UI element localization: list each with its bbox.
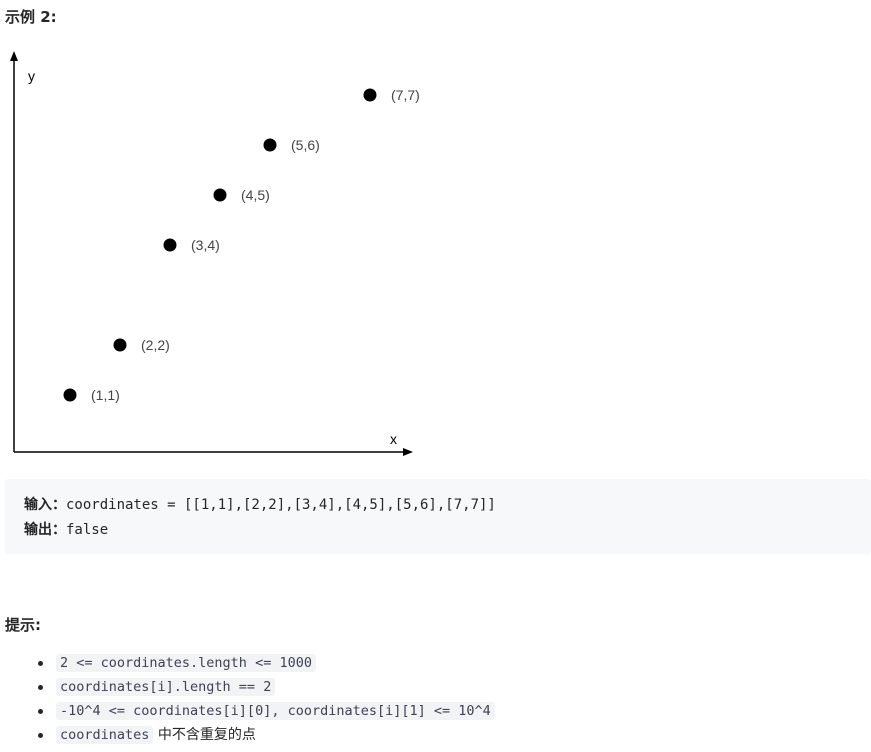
input-line: 输入：coordinates = [[1,1],[2,2],[3,4],[4,5… bbox=[24, 493, 871, 518]
y-axis bbox=[10, 51, 18, 452]
hint-code: coordinates[i].length == 2 bbox=[56, 678, 276, 696]
output-line: 输出：false bbox=[24, 518, 871, 543]
data-point bbox=[163, 238, 177, 252]
hint-code: 2 <= coordinates.length <= 1000 bbox=[56, 654, 316, 672]
hints-heading: 提示: bbox=[5, 616, 41, 634]
hint-item: coordinates[i].length == 2 bbox=[0, 675, 495, 699]
example-heading: 示例 2: bbox=[5, 8, 57, 26]
data-point-label: (4,5) bbox=[241, 187, 270, 203]
hints-list: 2 <= coordinates.length <= 1000 coordina… bbox=[0, 651, 495, 747]
y-axis-label: y bbox=[28, 68, 35, 84]
scatter-plot: y x (1,1) (2,2) (3,4) (4,5) (5,6) (7,7) bbox=[10, 51, 420, 456]
data-point bbox=[113, 338, 127, 352]
data-points: (1,1) (2,2) (3,4) (4,5) (5,6) (7,7) bbox=[63, 87, 420, 403]
x-axis-label: x bbox=[390, 431, 397, 447]
data-point-label: (5,6) bbox=[291, 137, 320, 153]
data-point-label: (2,2) bbox=[141, 337, 170, 353]
x-axis bbox=[14, 448, 413, 456]
data-point bbox=[213, 188, 227, 202]
output-label: 输出： bbox=[24, 522, 66, 538]
input-value: coordinates = [[1,1],[2,2],[3,4],[4,5],[… bbox=[66, 497, 496, 513]
data-point-label: (3,4) bbox=[191, 237, 220, 253]
data-point-label: (7,7) bbox=[391, 87, 420, 103]
example-codebox: 输入：coordinates = [[1,1],[2,2],[3,4],[4,5… bbox=[5, 479, 871, 554]
data-point bbox=[263, 138, 277, 152]
hint-code: -10^4 <= coordinates[i][0], coordinates[… bbox=[56, 702, 495, 720]
hint-item: -10^4 <= coordinates[i][0], coordinates[… bbox=[0, 699, 495, 723]
output-value: false bbox=[66, 522, 109, 538]
hint-code: coordinates bbox=[56, 726, 154, 744]
hint-text: 中不含重复的点 bbox=[153, 727, 256, 743]
input-label: 输入： bbox=[24, 497, 66, 513]
hint-item: 2 <= coordinates.length <= 1000 bbox=[0, 651, 495, 675]
data-point-label: (1,1) bbox=[91, 387, 120, 403]
data-point bbox=[63, 388, 77, 402]
hint-item: coordinates 中不含重复的点 bbox=[0, 723, 495, 747]
data-point bbox=[363, 88, 377, 102]
